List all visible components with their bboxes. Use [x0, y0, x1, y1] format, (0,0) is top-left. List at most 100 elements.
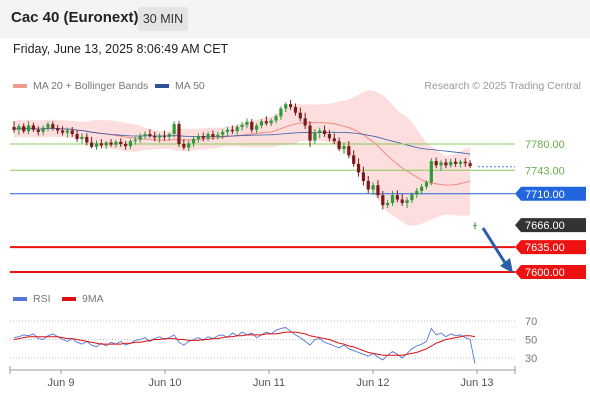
candle-body	[381, 195, 385, 206]
candle-body	[289, 104, 293, 108]
candle-body	[148, 134, 152, 137]
x-tick-label: Jun 12	[356, 377, 389, 389]
candle-body	[201, 136, 205, 139]
candle-body	[255, 125, 259, 130]
candle-body	[327, 134, 332, 139]
x-tick-label: Jun 10	[148, 377, 181, 389]
level-label-bg	[515, 265, 586, 279]
candle-body	[230, 129, 234, 132]
ma50-legend-label: MA 50	[175, 80, 205, 92]
rsi-ma-line	[13, 331, 476, 356]
timeframe-button[interactable]: 30 MIN	[138, 7, 188, 31]
rsi-ma-legend-label: 9MA	[82, 293, 104, 305]
x-tick-label: Jun 13	[460, 377, 493, 389]
copyright-note: Research © 2025 Trading Central	[424, 80, 581, 92]
candle-body	[211, 134, 215, 137]
candle-body	[41, 127, 45, 132]
candle-body	[12, 126, 16, 130]
candle-body	[298, 112, 302, 119]
candle-body	[386, 203, 390, 206]
candle-body	[104, 142, 108, 146]
candle-body	[60, 130, 65, 133]
candle-body	[22, 126, 26, 132]
candle-body	[279, 108, 283, 117]
candle-body	[80, 136, 84, 140]
candle-body	[153, 136, 157, 138]
candle-body	[473, 225, 477, 227]
candle-body	[390, 195, 395, 204]
projection-arrow-head	[500, 258, 513, 273]
candle-body	[366, 180, 370, 190]
candle-body	[240, 124, 244, 127]
rsi-legend-label: RSI	[33, 293, 51, 305]
level-label-last: 7666.00	[525, 220, 565, 232]
candle-body	[36, 129, 40, 132]
candle-body	[157, 135, 162, 138]
candle-body	[264, 121, 268, 124]
candle-body	[196, 136, 200, 140]
candle-body	[458, 161, 463, 164]
candle-body	[395, 195, 399, 200]
candle-body	[167, 134, 171, 137]
candle-body	[434, 161, 438, 166]
candle-body	[70, 130, 74, 135]
timestamp: Friday, June 13, 2025 8:06:49 AM CET	[13, 42, 229, 56]
candle-body	[133, 139, 137, 142]
candle-body	[182, 144, 186, 148]
candle-body	[17, 126, 21, 130]
candle-body	[143, 134, 147, 136]
level-label-bg	[515, 186, 586, 201]
candle-body	[405, 200, 409, 204]
candle-body	[245, 121, 249, 125]
candle-body	[308, 125, 312, 141]
candle-body	[303, 118, 307, 126]
candle-body	[46, 124, 50, 128]
candle-body	[293, 107, 298, 113]
candle-body	[322, 130, 327, 135]
candle-body	[420, 186, 424, 191]
chart-header: Cac 40 (Euronext) 30 MIN	[0, 0, 590, 38]
candle-body	[439, 162, 443, 166]
rsi-legend-swatch	[13, 297, 27, 301]
candle-body	[206, 134, 210, 139]
candle-body	[259, 121, 264, 126]
level-label-resistance: 7743.00	[525, 165, 565, 177]
candle-body	[449, 161, 453, 166]
rsi-tick-label: 30	[525, 353, 537, 365]
candle-body	[94, 143, 99, 147]
candle-body	[347, 146, 351, 156]
candle-body	[356, 163, 361, 173]
candle-body	[415, 190, 419, 195]
candle-body	[313, 132, 317, 141]
candle-body	[225, 129, 230, 132]
candle-body	[361, 172, 365, 181]
ma50-line	[13, 127, 471, 155]
rsi-tick-label: 70	[525, 316, 537, 328]
candle-body	[318, 130, 322, 133]
candle-body	[119, 141, 123, 144]
rsi-tick-label: 50	[525, 335, 537, 347]
candle-body	[109, 142, 113, 145]
candle-body	[444, 162, 448, 166]
candle-body	[177, 124, 181, 144]
candle-body	[284, 104, 288, 109]
level-label-support: 7600.00	[525, 267, 565, 279]
candle-body	[128, 141, 133, 147]
candle-body	[162, 135, 167, 137]
candle-body	[124, 144, 128, 147]
candle-body	[468, 163, 472, 167]
candle-body	[114, 141, 118, 145]
ma20-legend-swatch	[13, 84, 27, 88]
x-tick-label: Jun 9	[48, 377, 75, 389]
x-tick-label: Jun 11	[253, 377, 285, 389]
candle-body	[85, 136, 89, 143]
candle-body	[429, 161, 433, 183]
candle-body	[400, 199, 404, 204]
candle-body	[424, 182, 429, 187]
level-label-bg	[515, 240, 586, 255]
candle-body	[235, 126, 239, 132]
candle-body	[371, 185, 375, 190]
rsi-ma-legend-swatch	[62, 297, 76, 301]
candle-body	[221, 131, 225, 135]
